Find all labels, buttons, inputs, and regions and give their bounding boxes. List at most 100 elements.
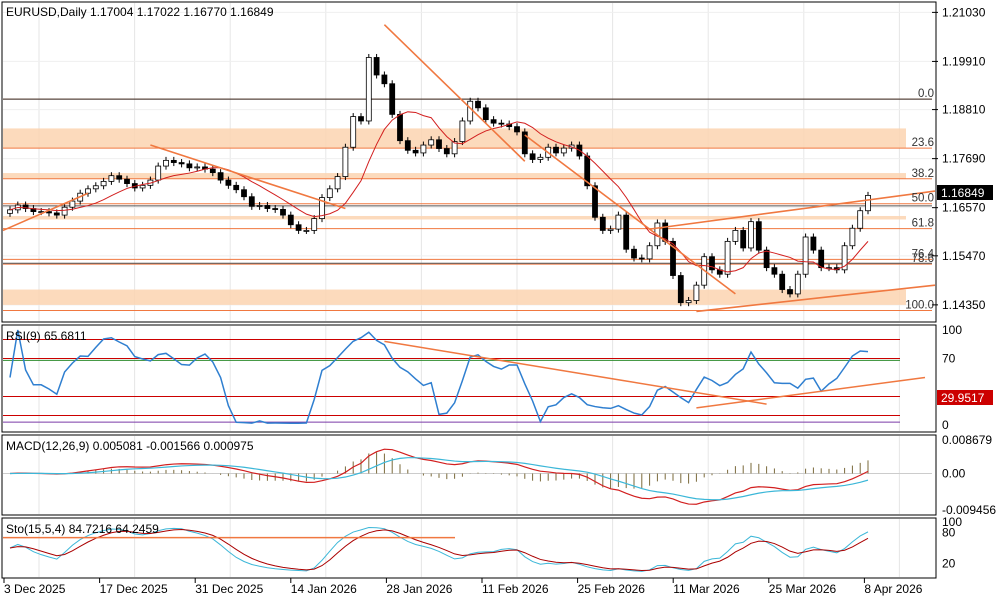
rsi-level-badge [937, 390, 993, 405]
price-tick-label: 1.14350 [942, 298, 986, 312]
time-tick-label: 11 Feb 2026 [482, 582, 549, 596]
time-axis: 3 Dec 2025 17 Dec 2025 31 Dec 2025 14 Jan 2… [3, 578, 923, 596]
time-tick-label: 17 Dec 2025 [100, 582, 168, 596]
rsi-tick-label: 70 [942, 352, 956, 366]
price-pane [1, 1, 937, 323]
candle-body [46, 211, 52, 214]
moving-average [9, 111, 869, 273]
trend-line [2, 192, 89, 232]
candle-body [755, 221, 762, 251]
candle-body [389, 83, 396, 115]
candle-body [311, 218, 318, 231]
candle-body [53, 212, 60, 216]
candle-body [599, 216, 606, 231]
candle-body [233, 184, 240, 191]
candle-body [857, 210, 864, 229]
time-tick-label: 25 Mar 2026 [769, 582, 837, 596]
candle-body [209, 168, 216, 174]
candle-body [724, 240, 731, 275]
candle-body [412, 149, 419, 154]
time-tick-label: 28 Jan 2026 [386, 582, 452, 596]
candle-body [709, 256, 715, 271]
horizontal-levels [3, 98, 932, 312]
candle-body [428, 139, 435, 146]
candle-body [490, 119, 497, 124]
candle-body [163, 159, 169, 167]
candle-body [116, 175, 123, 180]
candle-body [771, 267, 778, 275]
macd-signal-line [9, 457, 869, 501]
price-tick-label: 1.15470 [942, 249, 986, 263]
rsi-trend-line [384, 340, 767, 405]
candle-body [498, 122, 505, 125]
fib-label: 23.6 [912, 137, 934, 149]
rsi-indicator: 100 70 0 [3, 323, 962, 432]
candle-body [108, 175, 115, 182]
trend-line [150, 144, 346, 210]
candle-body [521, 131, 528, 155]
price-tick-label: 1.18810 [942, 103, 986, 117]
candle-body [186, 163, 193, 169]
price-tick-label: 1.19910 [942, 54, 986, 68]
candle-body [443, 148, 450, 155]
candle-body [849, 227, 856, 247]
candle-body [623, 214, 630, 250]
macd-line [9, 448, 869, 505]
rsi-tick-label: 100 [942, 323, 962, 337]
candle-body [560, 147, 567, 154]
candlesticks [7, 53, 871, 307]
rsi-title: RSI(9) 65.6811 [6, 329, 87, 343]
price-tick-label: 1.21030 [942, 5, 986, 19]
candle-body [303, 230, 310, 232]
fib-label: 38.2 [912, 168, 934, 180]
trend-line [649, 190, 936, 230]
candle-body [350, 116, 357, 148]
candle-body [217, 172, 224, 181]
candle-body [397, 113, 403, 142]
candle-body [482, 107, 489, 121]
candle-body [677, 275, 684, 304]
time-tick-label: 14 Jan 2026 [291, 582, 357, 596]
candle-body [615, 214, 622, 230]
candle-body [326, 188, 333, 198]
trend-line [524, 134, 736, 295]
current-price-badge [937, 185, 993, 200]
candle-body [514, 126, 520, 133]
candle-body [272, 208, 279, 210]
candle-body [779, 273, 786, 290]
candle-body [794, 273, 801, 295]
fib-label: 100.0 [905, 300, 934, 312]
candle-body [436, 139, 442, 149]
price-tick-label: 1.16570 [942, 201, 986, 215]
candle-body [248, 196, 255, 207]
candle-body [420, 144, 427, 154]
trend-line [383, 24, 526, 162]
candle-body [365, 57, 372, 122]
candle-body [638, 257, 645, 260]
candle-body [670, 240, 676, 276]
candle-body [139, 184, 146, 189]
macd-tick-label: 0.008679 [942, 433, 992, 447]
time-tick-label: 25 Feb 2026 [578, 582, 646, 596]
candle-body [631, 248, 637, 259]
candle-body [280, 209, 286, 216]
candle-body [256, 205, 263, 207]
symbol-title: EURUSD,Daily 1.17004 1.17022 1.16770 1.1… [6, 5, 274, 19]
candle-body [592, 185, 598, 218]
candle-body [646, 245, 653, 260]
candle-body [451, 141, 458, 155]
price-axis: 1.21030 1.19910 1.18810 1.17690 1.16570 1.154… [932, 5, 986, 312]
supply-zone [3, 173, 906, 179]
trend-line [696, 284, 936, 313]
candle-body [732, 230, 739, 242]
candle-body [865, 195, 871, 212]
fib-label: 50.0 [912, 193, 934, 205]
candle-body [92, 185, 99, 190]
rsi-level-label: 29.9517 [941, 391, 985, 405]
macd-tick-label: -0.009456 [942, 503, 996, 517]
candle-body [22, 204, 29, 209]
candle-body [319, 197, 325, 220]
fib-label: 0.0 [918, 88, 934, 100]
stoch-title: Sto(15,5,4) 84.7216 64.2459 [6, 522, 159, 536]
candle-body [459, 120, 466, 142]
